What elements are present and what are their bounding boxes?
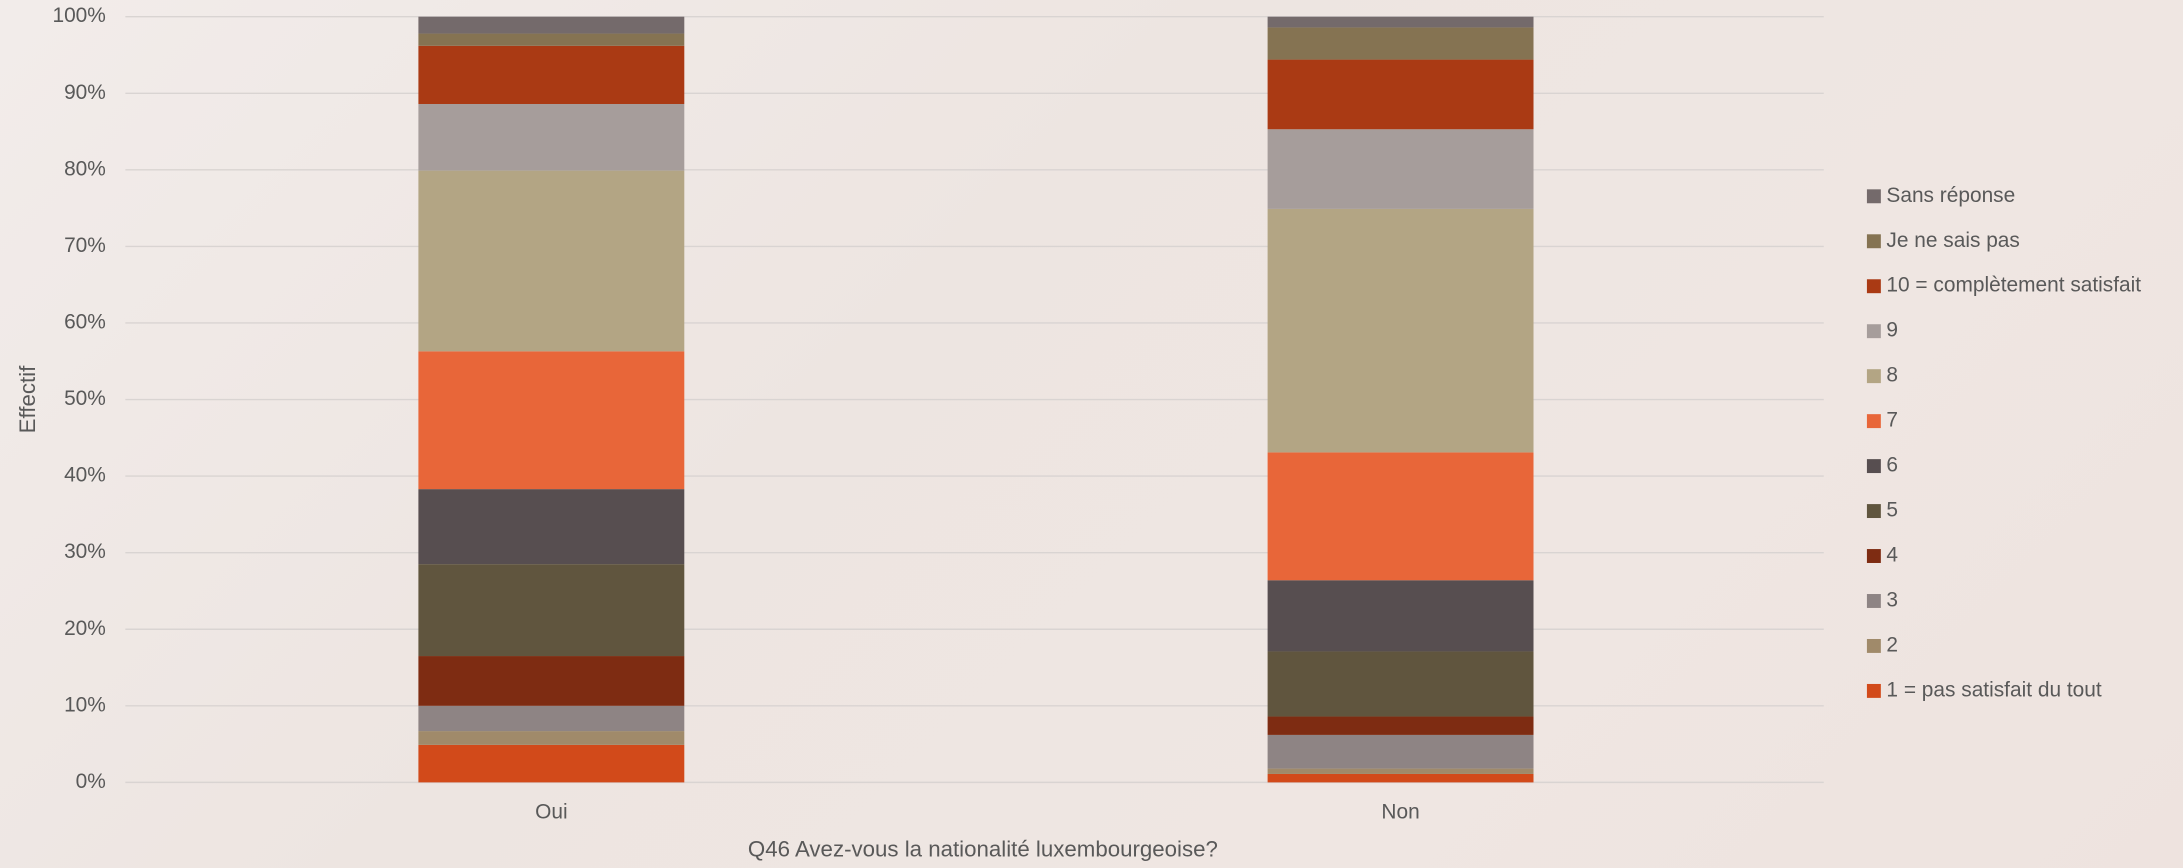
bar-segment <box>1267 580 1534 652</box>
bar-segment <box>418 45 685 104</box>
bar-segment <box>1267 452 1534 581</box>
y-tick-label: 90% <box>64 81 106 104</box>
legend-swatch <box>1866 369 1881 384</box>
legend-swatch <box>1866 459 1881 474</box>
y-tick-label: 50% <box>64 387 106 410</box>
legend-label: 4 <box>1886 544 1898 567</box>
legend-label: 5 <box>1886 499 1898 522</box>
legend-swatch <box>1866 504 1881 519</box>
legend-swatch <box>1866 594 1881 608</box>
y-tick-label: 70% <box>64 234 106 257</box>
bar-segment <box>418 731 685 745</box>
legend-label: Je ne sais pas <box>1886 229 2019 252</box>
x-tick-label: Oui <box>535 801 568 824</box>
bar-segment <box>418 564 685 657</box>
legend-swatch <box>1866 279 1881 294</box>
bar-segment <box>1267 129 1534 209</box>
legend-swatch <box>1866 324 1881 339</box>
legend-swatch <box>1866 189 1881 204</box>
legend-swatch <box>1866 638 1881 653</box>
bar-segment <box>418 170 685 352</box>
legend-label: 3 <box>1886 589 1898 612</box>
legend-label: 10 = complètement satisfait <box>1886 274 2141 297</box>
y-tick-label: 60% <box>64 310 106 333</box>
legend-swatch <box>1866 414 1881 429</box>
y-tick-label: 40% <box>64 464 106 487</box>
legend-label: 7 <box>1886 409 1898 432</box>
y-axis-title: Effectif <box>15 365 40 433</box>
legend-label: 9 <box>1886 319 1898 342</box>
bar-segment <box>1267 16 1534 28</box>
legend-label: 8 <box>1886 364 1898 387</box>
y-tick-label: 0% <box>76 770 106 793</box>
x-tick-label: Non <box>1381 801 1419 824</box>
y-tick-label: 10% <box>64 693 106 716</box>
bar-segment <box>418 744 685 783</box>
legend-swatch <box>1866 549 1881 563</box>
bar-segment <box>418 103 685 171</box>
bar-segment <box>418 489 685 565</box>
legend-swatch <box>1866 234 1881 249</box>
legend-label: 1 = pas satisfait du tout <box>1886 678 2101 701</box>
legend-label: 2 <box>1886 633 1898 656</box>
bar-segment <box>418 705 685 732</box>
bar-segment <box>418 656 685 706</box>
bar-segment <box>418 33 685 46</box>
bar-segment <box>1267 651 1534 717</box>
legend-label: 6 <box>1886 454 1898 477</box>
y-tick-label: 20% <box>64 617 106 640</box>
bar-segment <box>1267 773 1534 783</box>
bar-segment <box>1267 27 1534 60</box>
legend-label: Sans réponse <box>1886 184 2015 207</box>
y-tick-label: 80% <box>64 157 106 180</box>
x-axis-title: Q46 Avez-vous la nationalité luxembourge… <box>748 836 1218 861</box>
bar-segment <box>1267 716 1534 735</box>
bar-segment <box>1267 734 1534 769</box>
bar-segment <box>1267 768 1534 774</box>
bar-segment <box>1267 59 1534 130</box>
bar-segment <box>1267 208 1534 453</box>
y-tick-label: 100% <box>52 4 105 27</box>
legend-swatch <box>1866 683 1881 698</box>
bar-segment <box>418 16 685 34</box>
y-tick-label: 30% <box>64 540 106 563</box>
bar-segment <box>418 351 685 490</box>
